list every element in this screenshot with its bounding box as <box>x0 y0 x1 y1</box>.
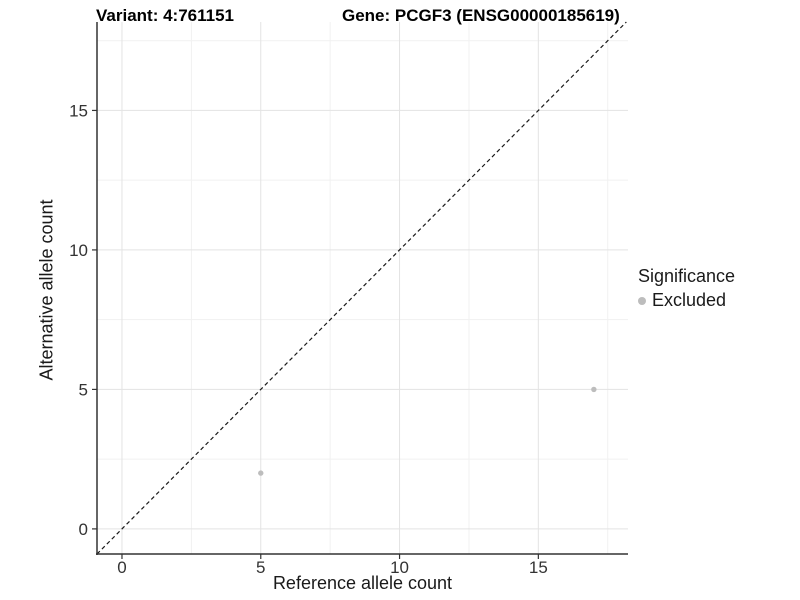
excluded-point-icon <box>638 296 646 305</box>
x-tick-label: 0 <box>117 558 126 577</box>
y-tick-label: 15 <box>69 101 88 120</box>
legend-item-label: Excluded <box>652 290 727 310</box>
legend: Significance Excluded <box>638 266 735 311</box>
x-tick-label: 10 <box>390 558 409 577</box>
y-axis-title: Alternative allele count <box>36 199 57 381</box>
y-tick-label: 0 <box>79 520 88 539</box>
x-tick-label: 15 <box>529 558 548 577</box>
data-point <box>258 470 264 476</box>
y-tick-label: 10 <box>69 241 88 260</box>
variant-title: Variant: 4:761151 <box>96 6 234 25</box>
y-tick-label: 5 <box>79 380 88 399</box>
x-axis-title: Reference allele count <box>272 573 453 593</box>
legend-item-excluded: Excluded <box>638 290 735 311</box>
legend-title: Significance <box>638 266 736 286</box>
x-tick-label: 5 <box>256 558 265 577</box>
identity-line <box>96 21 627 555</box>
data-point <box>591 386 597 393</box>
gene-title: Gene: PCGF3 (ENSG00000185619) <box>342 6 620 25</box>
